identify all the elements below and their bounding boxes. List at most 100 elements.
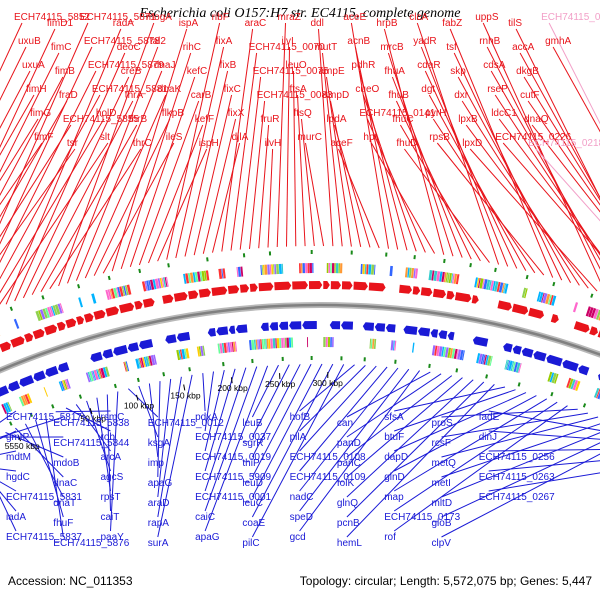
gene-arrow	[32, 328, 45, 340]
cog-category-block	[330, 337, 332, 348]
forward-gene-label: fhuB	[388, 90, 409, 101]
cog-category-block	[279, 337, 282, 349]
cog-category-block	[413, 268, 416, 279]
cog-category-block	[267, 264, 271, 275]
gene-leader-line	[0, 491, 17, 512]
gene-leader-line	[494, 94, 600, 256]
gene-arrow	[269, 322, 279, 331]
gene-leader-line	[5, 432, 64, 458]
gene-arrow	[368, 282, 386, 292]
cog-category-block	[266, 338, 269, 349]
reverse-gene-label: ECH74115_5831	[6, 492, 82, 503]
cog-category-block	[496, 281, 501, 293]
cog-category-block	[453, 273, 458, 284]
forward-gene-track	[0, 281, 600, 353]
cog-category-block	[390, 340, 394, 351]
forward-gene-label: ribF	[212, 12, 229, 23]
cog-category-block	[436, 271, 441, 282]
cog-category-block	[572, 302, 579, 313]
gene-leader-line	[148, 383, 159, 458]
gene-arrow	[385, 323, 396, 333]
cog-category-block	[185, 273, 190, 284]
gene-arrow	[211, 286, 228, 296]
gene-arrow	[65, 318, 77, 329]
reverse-gene-label: araD	[148, 498, 170, 509]
gene-leader-line	[0, 100, 68, 218]
cog-category-block	[446, 272, 450, 283]
cog-category-block	[392, 340, 395, 351]
forward-gene-label: cueO	[355, 84, 379, 95]
gene-leader-line	[441, 416, 599, 458]
scale-tick-label: 300 kbp	[313, 378, 344, 388]
gene-leader-line	[0, 52, 60, 173]
cog-category-block	[227, 342, 231, 353]
gene-leader-line	[84, 94, 167, 279]
gene-arrow	[165, 334, 177, 344]
cog-category-block	[443, 272, 447, 283]
forward-gene-label: hpt	[363, 132, 377, 143]
gene-arrow	[44, 324, 58, 336]
cog-category-block	[485, 279, 491, 290]
cog-category-block	[221, 268, 224, 279]
cog-category-block	[434, 345, 438, 356]
reverse-gene-label: pdxA	[195, 412, 218, 423]
cog-category-block	[115, 287, 120, 298]
cog-category-block	[64, 379, 70, 390]
reverse-gene-label: caiC	[195, 512, 215, 523]
cog-category-block	[371, 264, 375, 275]
forward-gene-label: fhuD	[396, 138, 417, 149]
gene-leader-line	[45, 415, 64, 538]
cog-category-block	[61, 380, 67, 391]
cog-category-block	[154, 278, 160, 289]
gene-arrow	[139, 338, 154, 350]
cog-category-block	[240, 266, 244, 277]
gene-leader-line	[338, 148, 380, 249]
reverse-gene-label: ksgA	[148, 438, 171, 449]
reverse-gene-label: can	[337, 418, 353, 429]
cog-category-block	[57, 303, 63, 314]
reverse-gene-label: ECH74115_0108	[290, 452, 366, 463]
forward-gene-labels: ECH74115_5852 uxuB uxuA fimH fimG fimF fimD1 fi…	[14, 12, 600, 149]
cog-category-block	[85, 372, 91, 383]
cog-category-block	[366, 264, 369, 275]
cog-category-block	[302, 263, 306, 274]
cog-category-block	[217, 343, 221, 354]
gene-arrow	[227, 285, 240, 295]
forward-cog-track	[0, 263, 600, 336]
cog-category-block	[219, 343, 223, 354]
rna-marker	[162, 372, 166, 377]
cog-category-block	[451, 273, 455, 284]
cog-category-block	[43, 387, 49, 397]
gene-leader-line	[299, 365, 377, 452]
forward-gene-label: kefF	[195, 114, 214, 125]
cog-category-block	[585, 306, 591, 317]
cog-category-block	[185, 348, 190, 359]
forward-gene-label: holD	[96, 108, 117, 119]
gene-leader-line	[202, 373, 206, 412]
gene-leader-line	[394, 386, 506, 412]
gene-arrow	[512, 345, 522, 355]
gene-leader-line	[370, 142, 436, 254]
cog-category-block	[261, 264, 264, 275]
cog-category-block	[164, 277, 168, 288]
gene-leader-line	[40, 124, 138, 292]
gene-leader-line	[465, 124, 589, 289]
reverse-gene-label: clpV	[432, 538, 452, 549]
forward-gene-label: ECH74115_0218	[528, 138, 600, 149]
cog-category-block	[477, 278, 481, 289]
reverse-gene-label: ECH74115_0263	[479, 472, 555, 483]
cog-category-block	[461, 350, 465, 361]
reverse-gene-label: dinJ	[479, 432, 497, 443]
cog-category-block	[265, 338, 267, 349]
gene-leader-line	[102, 142, 175, 274]
gene-leader-line	[157, 376, 182, 518]
reverse-gene-label: pcnB	[337, 518, 360, 529]
gene-leader-line	[488, 430, 600, 440]
forward-gene-label: dxr	[454, 90, 469, 101]
gene-leader-line	[346, 379, 474, 498]
reverse-gene-label: gmtP	[6, 432, 30, 443]
gene-leader-line	[251, 364, 301, 458]
cog-category-block	[482, 354, 486, 365]
cog-category-block	[202, 345, 206, 356]
gene-arrow	[93, 309, 106, 320]
